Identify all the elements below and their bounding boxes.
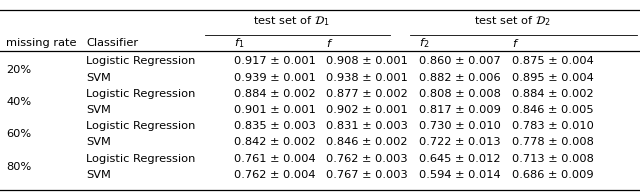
Text: 0.762 ± 0.003: 0.762 ± 0.003 [326,153,408,164]
Text: 0.730 ± 0.010: 0.730 ± 0.010 [419,121,501,131]
Text: SVM: SVM [86,170,111,180]
Text: 0.713 ± 0.008: 0.713 ± 0.008 [512,153,594,164]
Text: 0.901 ± 0.001: 0.901 ± 0.001 [234,105,316,115]
Text: 0.884 ± 0.002: 0.884 ± 0.002 [512,89,594,99]
Text: 0.767 ± 0.003: 0.767 ± 0.003 [326,170,408,180]
Text: 0.761 ± 0.004: 0.761 ± 0.004 [234,153,316,164]
Text: Logistic Regression: Logistic Regression [86,89,196,99]
Text: 0.722 ± 0.013: 0.722 ± 0.013 [419,137,501,147]
Text: 0.902 ± 0.001: 0.902 ± 0.001 [326,105,408,115]
Text: Classifier: Classifier [86,38,138,48]
Text: Logistic Regression: Logistic Regression [86,121,196,131]
Text: 0.860 ± 0.007: 0.860 ± 0.007 [419,56,501,66]
Text: 80%: 80% [6,162,31,172]
Text: 0.645 ± 0.012: 0.645 ± 0.012 [419,153,500,164]
Text: 0.877 ± 0.002: 0.877 ± 0.002 [326,89,408,99]
Text: 0.835 ± 0.003: 0.835 ± 0.003 [234,121,316,131]
Text: 0.938 ± 0.001: 0.938 ± 0.001 [326,73,408,83]
Text: 0.808 ± 0.008: 0.808 ± 0.008 [419,89,501,99]
Text: 60%: 60% [6,129,31,139]
Text: 0.846 ± 0.005: 0.846 ± 0.005 [512,105,594,115]
Text: test set of $\mathcal{D}_1$: test set of $\mathcal{D}_1$ [253,15,330,28]
Text: 0.817 ± 0.009: 0.817 ± 0.009 [419,105,501,115]
Text: 0.762 ± 0.004: 0.762 ± 0.004 [234,170,315,180]
Text: Logistic Regression: Logistic Regression [86,153,196,164]
Text: 0.594 ± 0.014: 0.594 ± 0.014 [419,170,501,180]
Text: 0.846 ± 0.002: 0.846 ± 0.002 [326,137,408,147]
Text: 0.783 ± 0.010: 0.783 ± 0.010 [512,121,594,131]
Text: 0.939 ± 0.001: 0.939 ± 0.001 [234,73,316,83]
Text: $f$: $f$ [326,37,334,49]
Text: SVM: SVM [86,105,111,115]
Text: 0.686 ± 0.009: 0.686 ± 0.009 [512,170,594,180]
Text: SVM: SVM [86,137,111,147]
Text: 0.882 ± 0.006: 0.882 ± 0.006 [419,73,501,83]
Text: $f_1$: $f_1$ [234,36,244,50]
Text: 0.884 ± 0.002: 0.884 ± 0.002 [234,89,316,99]
Text: 0.917 ± 0.001: 0.917 ± 0.001 [234,56,316,66]
Text: 0.842 ± 0.002: 0.842 ± 0.002 [234,137,315,147]
Text: missing rate: missing rate [6,38,77,48]
Text: 0.875 ± 0.004: 0.875 ± 0.004 [512,56,594,66]
Text: $f_2$: $f_2$ [419,36,429,50]
Text: Logistic Regression: Logistic Regression [86,56,196,66]
Text: SVM: SVM [86,73,111,83]
Text: $f$: $f$ [512,37,520,49]
Text: 20%: 20% [6,65,31,74]
Text: 0.895 ± 0.004: 0.895 ± 0.004 [512,73,594,83]
Text: 40%: 40% [6,97,31,107]
Text: 0.778 ± 0.008: 0.778 ± 0.008 [512,137,594,147]
Text: test set of $\mathcal{D}_2$: test set of $\mathcal{D}_2$ [474,15,550,28]
Text: 0.908 ± 0.001: 0.908 ± 0.001 [326,56,408,66]
Text: 0.831 ± 0.003: 0.831 ± 0.003 [326,121,408,131]
